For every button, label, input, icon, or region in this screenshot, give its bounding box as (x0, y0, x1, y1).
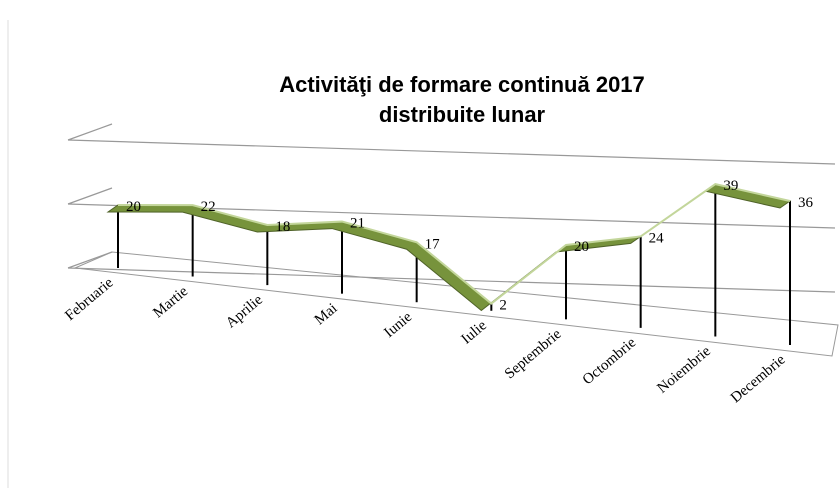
grid-line-side (67, 187, 113, 205)
data-label: 39 (723, 178, 738, 194)
data-label: 24 (649, 230, 665, 246)
data-label: 20 (126, 199, 141, 215)
data-label: 21 (350, 216, 365, 232)
data-label: 17 (425, 236, 441, 252)
data-label: 20 (574, 239, 589, 255)
chart-title: Activităţi de formare continuă 2017 (279, 72, 645, 97)
data-label: 2 (499, 298, 507, 314)
data-label: 18 (275, 219, 290, 235)
floor (73, 251, 839, 357)
data-label: 36 (798, 195, 814, 211)
chart-title: distribuite lunar (379, 102, 546, 127)
grid-line-side (67, 123, 113, 141)
grid-line (67, 139, 836, 165)
line (117, 183, 791, 305)
grid-line-side (67, 251, 113, 269)
data-label: 22 (201, 199, 216, 215)
